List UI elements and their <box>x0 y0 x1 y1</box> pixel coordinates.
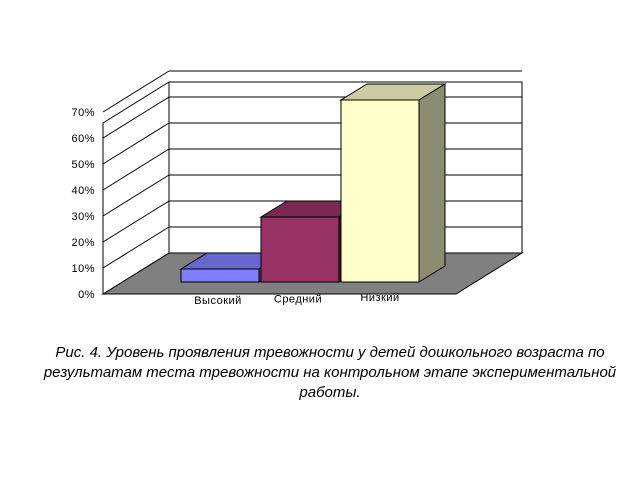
y-tick-label: 10% <box>71 263 95 275</box>
y-tick-label: 70% <box>71 107 95 119</box>
gridline-side <box>102 96 170 139</box>
figure-caption: Рис. 4. Уровень проявления тревожности у… <box>43 344 617 401</box>
bar-front <box>180 268 260 283</box>
y-tick-label: 0% <box>78 289 95 301</box>
y-tick-label: 30% <box>71 211 95 223</box>
x-category-label: Высокий <box>194 295 242 307</box>
x-category-label: Средний <box>274 294 322 306</box>
y-tick-label: 20% <box>71 237 95 249</box>
chart: 0% 10% 20% 30% 40% 50% 60% 70% Высокий Средний Ни… <box>71 70 524 307</box>
gridline-side <box>102 70 170 113</box>
bar <box>339 83 447 283</box>
y-tick-label: 40% <box>71 185 95 197</box>
y-tick-label: 60% <box>71 133 95 145</box>
bar-front <box>260 216 340 283</box>
bar-front <box>340 99 420 283</box>
gridline-side <box>102 174 170 217</box>
x-axis-category-labels: Высокий Средний Низкий <box>194 292 399 307</box>
gridline-side <box>102 226 170 269</box>
chart-bars <box>179 83 447 283</box>
gridline-side <box>102 200 170 243</box>
y-axis-tick-labels: 0% 10% 20% 30% 40% 50% 60% 70% <box>71 107 95 301</box>
bar-side <box>418 83 446 283</box>
y-tick-label: 50% <box>71 159 95 171</box>
gridline-side <box>102 122 170 165</box>
x-category-label: Низкий <box>360 292 399 304</box>
gridline-side <box>102 148 170 191</box>
